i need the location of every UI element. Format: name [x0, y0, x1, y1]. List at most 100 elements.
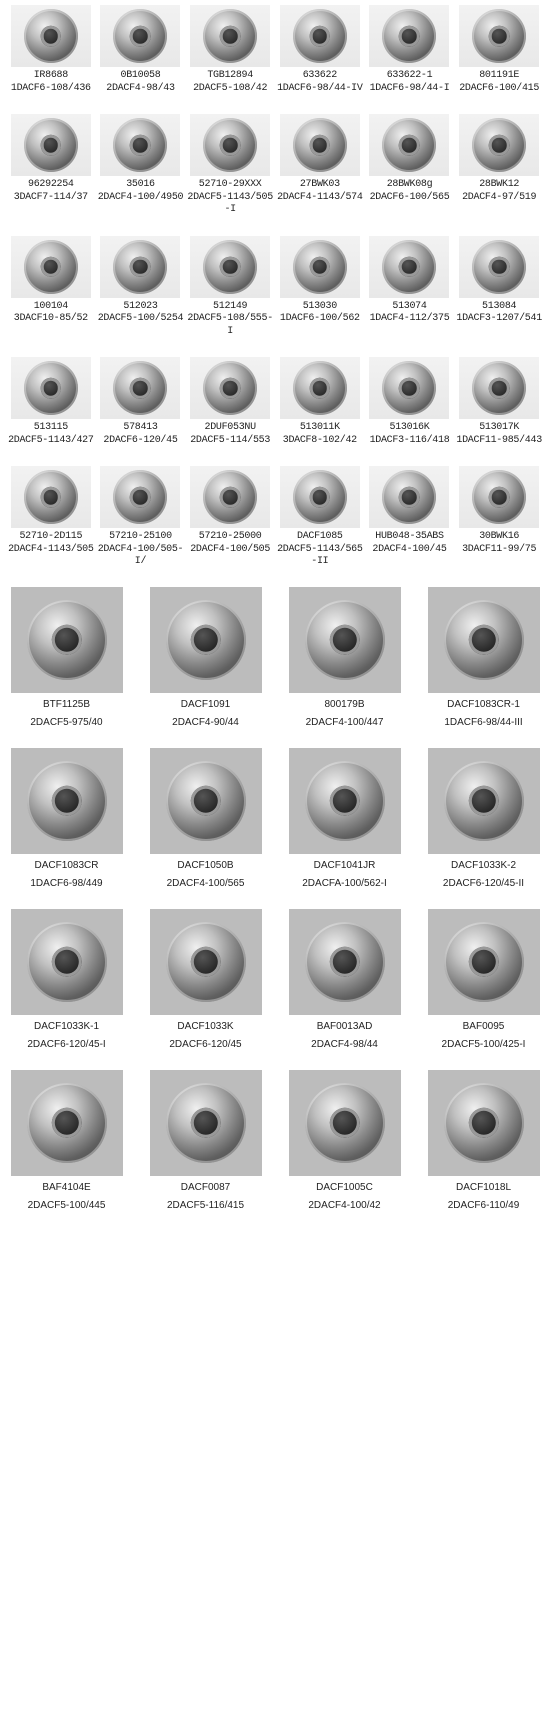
product-cell[interactable]: HUB048-35ABS2DACF4-100/45 — [367, 465, 453, 569]
product-cell[interactable]: DACF1041JR2DACFA-100/562-I — [286, 748, 403, 891]
product-label: 57210-251002DACF4-100/505-I/ — [98, 531, 184, 569]
product-cell[interactable]: 1001043DACF10-85/52 — [8, 235, 94, 339]
product-cell[interactable]: 30BWK163DACF11-99/75 — [456, 465, 542, 569]
product-thumb — [428, 1070, 540, 1176]
product-cell[interactable]: 2DUF053NU2DACF5-114/553 — [187, 356, 273, 447]
product-label: 513017K1DACF11-985/443 — [456, 422, 542, 447]
product-thumb — [368, 356, 450, 420]
product-thumb — [11, 587, 123, 693]
product-cell[interactable]: 52710-29XXX2DACF5-1143/505-I — [187, 113, 273, 217]
product-thumb — [11, 748, 123, 854]
product-thumb — [99, 113, 181, 177]
product-cell[interactable]: 350162DACF4-100/4950 — [98, 113, 184, 217]
product-label: 5130301DACF6-100/562 — [277, 301, 363, 326]
product-cell[interactable]: BAF00952DACF5-100/425-I — [425, 909, 542, 1052]
product-thumb — [458, 356, 540, 420]
product-thumb — [279, 4, 361, 68]
product-thumb — [279, 356, 361, 420]
product-cell[interactable]: 5121492DACF5-108/555-I — [187, 235, 273, 339]
product-label: 5784132DACF6-120/45 — [98, 422, 184, 447]
product-cell[interactable]: 962922543DACF7-114/37 — [8, 113, 94, 217]
product-cell[interactable]: 28BWK122DACF4-97/519 — [456, 113, 542, 217]
product-cell[interactable]: 5130301DACF6-100/562 — [277, 235, 363, 339]
product-thumb — [279, 113, 361, 177]
product-label: 1001043DACF10-85/52 — [8, 301, 94, 326]
product-cell[interactable]: 801191E2DACF6-100/415 — [456, 4, 542, 95]
product-cell[interactable]: 57210-250002DACF4-100/505 — [187, 465, 273, 569]
product-thumb — [99, 4, 181, 68]
product-cell[interactable]: 5130841DACF3-1207/541 — [456, 235, 542, 339]
product-label: 6336221DACF6-98/44-IV — [277, 70, 363, 95]
product-label: 800179B2DACF4-100/447 — [286, 699, 403, 730]
product-cell[interactable]: IR86881DACF6-108/436 — [8, 4, 94, 95]
product-thumb — [458, 4, 540, 68]
product-thumb — [189, 356, 271, 420]
product-label: 52710-2D1152DACF4-1143/505 — [8, 531, 94, 556]
product-label: IR86881DACF6-108/436 — [8, 70, 94, 95]
product-cell[interactable]: DACF1033K-22DACF6-120/45-II — [425, 748, 542, 891]
product-cell[interactable]: 633622-11DACF6-98/44-I — [367, 4, 453, 95]
product-cell[interactable]: DACF00872DACF5-116/415 — [147, 1070, 264, 1213]
product-cell[interactable]: 5784132DACF6-120/45 — [98, 356, 184, 447]
product-cell[interactable]: 57210-251002DACF4-100/505-I/ — [98, 465, 184, 569]
product-thumb — [368, 113, 450, 177]
product-thumb — [428, 587, 540, 693]
product-label: 28BWK122DACF4-97/519 — [456, 179, 542, 204]
product-cell[interactable]: 513017K1DACF11-985/443 — [456, 356, 542, 447]
product-cell[interactable]: DACF10852DACF5-1143/565-II — [277, 465, 363, 569]
product-cell[interactable]: 513016K1DACF3-116/418 — [367, 356, 453, 447]
product-cell[interactable]: TGB128942DACF5-108/42 — [187, 4, 273, 95]
product-cell[interactable]: 5120232DACF5-100/5254 — [98, 235, 184, 339]
product-thumb — [289, 748, 401, 854]
product-thumb — [189, 4, 271, 68]
product-thumb — [458, 113, 540, 177]
product-cell[interactable]: BTF1125B2DACF5-975/40 — [8, 587, 125, 730]
product-thumb — [150, 1070, 262, 1176]
product-thumb — [10, 235, 92, 299]
product-thumb — [11, 909, 123, 1015]
product-cell[interactable]: DACF1033K-12DACF6-120/45-I — [8, 909, 125, 1052]
product-thumb — [279, 465, 361, 529]
product-label: 962922543DACF7-114/37 — [8, 179, 94, 204]
product-cell[interactable]: DACF1083CR-11DACF6-98/44-III — [425, 587, 542, 730]
product-cell[interactable]: BAF4104E2DACF5-100/445 — [8, 1070, 125, 1213]
product-label: 5130741DACF4-112/375 — [367, 301, 453, 326]
product-cell[interactable]: DACF1083CR1DACF6-98/449 — [8, 748, 125, 891]
product-label: DACF1083CR-11DACF6-98/44-III — [425, 699, 542, 730]
product-thumb — [99, 465, 181, 529]
product-thumb — [99, 235, 181, 299]
product-label: DACF1033K-12DACF6-120/45-I — [8, 1021, 125, 1052]
product-thumb — [458, 235, 540, 299]
product-label: 5121492DACF5-108/555-I — [187, 301, 273, 339]
product-thumb — [150, 587, 262, 693]
product-cell[interactable]: 5131152DACF5-1143/427 — [8, 356, 94, 447]
product-cell[interactable]: DACF1050B2DACF4-100/565 — [147, 748, 264, 891]
product-cell[interactable]: 27BWK032DACF4-1143/574 — [277, 113, 363, 217]
product-cell[interactable]: DACF1033K2DACF6-120/45 — [147, 909, 264, 1052]
product-label: 513011K3DACF8-102/42 — [277, 422, 363, 447]
product-cell[interactable]: 52710-2D1152DACF4-1143/505 — [8, 465, 94, 569]
product-thumb — [368, 4, 450, 68]
product-cell[interactable]: DACF1018L2DACF6-110/49 — [425, 1070, 542, 1213]
product-cell[interactable]: DACF10912DACF4-90/44 — [147, 587, 264, 730]
product-thumb — [458, 465, 540, 529]
product-cell[interactable]: 513011K3DACF8-102/42 — [277, 356, 363, 447]
product-cell[interactable]: 28BWK08g2DACF6-100/565 — [367, 113, 453, 217]
product-label: BAF00952DACF5-100/425-I — [425, 1021, 542, 1052]
product-label: 2DUF053NU2DACF5-114/553 — [187, 422, 273, 447]
product-label: 28BWK08g2DACF6-100/565 — [367, 179, 453, 204]
product-label: 5131152DACF5-1143/427 — [8, 422, 94, 447]
product-cell[interactable]: 6336221DACF6-98/44-IV — [277, 4, 363, 95]
product-cell[interactable]: DACF1005C2DACF4-100/42 — [286, 1070, 403, 1213]
product-thumb — [289, 587, 401, 693]
product-cell[interactable]: 5130741DACF4-112/375 — [367, 235, 453, 339]
product-thumb — [10, 356, 92, 420]
product-thumb — [289, 1070, 401, 1176]
product-cell[interactable]: 800179B2DACF4-100/447 — [286, 587, 403, 730]
product-label: DACF1005C2DACF4-100/42 — [286, 1182, 403, 1213]
product-cell[interactable]: BAF0013AD2DACF4-98/44 — [286, 909, 403, 1052]
product-thumb — [368, 235, 450, 299]
product-thumb — [289, 909, 401, 1015]
product-cell[interactable]: 0B100582DACF4-98/43 — [98, 4, 184, 95]
product-label: 27BWK032DACF4-1143/574 — [277, 179, 363, 204]
